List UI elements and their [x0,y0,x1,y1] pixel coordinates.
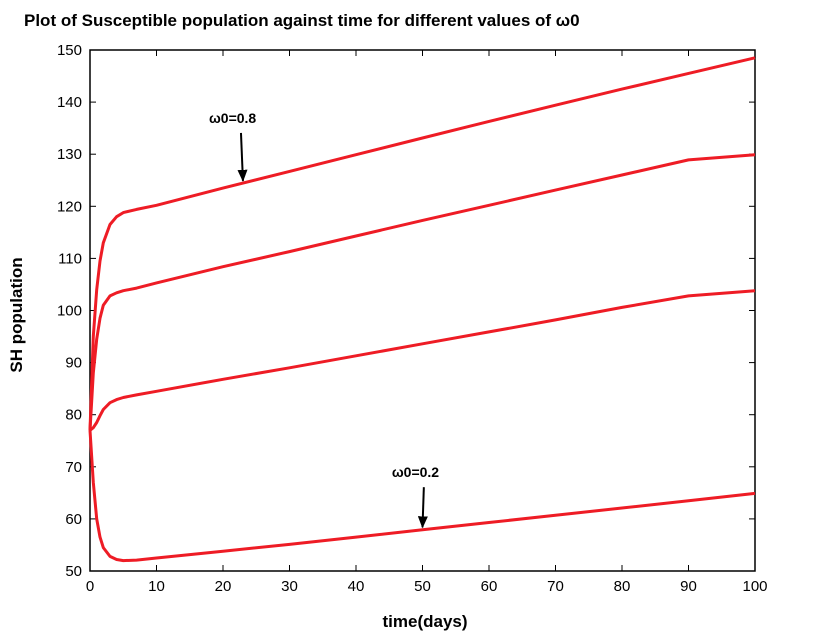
x-tick-label: 100 [742,578,767,595]
plot-area [89,49,756,572]
x-tick-label: 80 [614,578,631,595]
x-tick-label: 30 [281,578,298,595]
y-tick-label: 140 [57,94,82,111]
axis-ticks: 0 10 20 30 40 50 60 70 80 90 100 50 60 70 80 90 100 110 12… [57,42,768,595]
x-tick-label: 60 [481,578,498,595]
y-axis-label: SH population [7,257,26,372]
annotation-arrow-1 [237,132,248,182]
y-tick-label: 120 [57,198,82,215]
series-line-4 [88,430,756,563]
annotations: ω0=0.8 ω0=0.2 [209,110,439,529]
chart-title: Plot of Susceptible population against t… [24,11,580,30]
y-tick-label: 90 [65,355,82,372]
annotation-label-1: ω0=0.8 [209,110,256,126]
y-tick-label: 100 [57,303,82,320]
x-tick-label: 40 [348,578,365,595]
y-tick-label: 50 [65,563,82,580]
annotation-arrow-2 [417,487,428,529]
x-tick-label: 70 [547,578,564,595]
x-tick-label: 20 [215,578,232,595]
x-tick-label: 0 [86,578,94,595]
x-tick-label: 50 [414,578,431,595]
y-tick-label: 110 [58,250,82,267]
series-layer [88,56,756,563]
y-tick-label: 130 [57,146,82,163]
y-tick-label: 150 [57,42,82,59]
x-tick-label: 10 [148,578,165,595]
y-tick-label: 80 [65,407,82,424]
y-tick-label: 70 [65,459,82,476]
series-line-3 [89,289,756,432]
y-tick-label: 60 [65,511,82,528]
series-line-2 [88,153,756,431]
x-tick-label: 90 [680,578,697,595]
series-line-1 [88,56,756,431]
x-axis-label: time(days) [382,612,467,631]
annotation-label-2: ω0=0.2 [392,464,439,480]
